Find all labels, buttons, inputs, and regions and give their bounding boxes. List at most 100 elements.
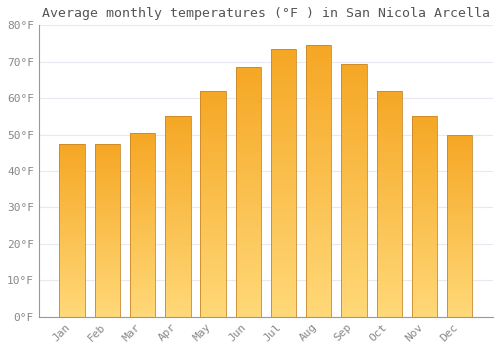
Bar xyxy=(412,255,437,257)
Bar xyxy=(130,308,156,309)
Bar xyxy=(342,162,366,165)
Bar xyxy=(200,213,226,215)
Bar xyxy=(412,313,437,315)
Bar xyxy=(94,249,120,251)
Bar xyxy=(200,170,226,172)
Bar xyxy=(271,210,296,212)
Bar xyxy=(60,258,85,260)
Bar xyxy=(306,70,332,72)
Bar xyxy=(412,229,437,231)
Bar xyxy=(271,137,296,140)
Bar xyxy=(376,267,402,270)
Title: Average monthly temperatures (°F ) in San Nicola Arcella: Average monthly temperatures (°F ) in Sa… xyxy=(42,7,490,20)
Bar xyxy=(306,205,332,208)
Bar xyxy=(200,152,226,154)
Bar xyxy=(236,125,261,127)
Bar xyxy=(271,113,296,116)
Bar xyxy=(94,303,120,305)
Bar xyxy=(271,161,296,164)
Bar xyxy=(165,117,190,118)
Bar xyxy=(412,140,437,142)
Bar xyxy=(376,120,402,122)
Bar xyxy=(306,257,332,260)
Bar xyxy=(306,238,332,241)
Bar xyxy=(271,180,296,183)
Bar xyxy=(60,216,85,218)
Bar xyxy=(271,191,296,194)
Bar xyxy=(236,252,261,254)
Bar xyxy=(342,253,366,256)
Bar xyxy=(200,274,226,276)
Bar xyxy=(236,112,261,114)
Bar xyxy=(236,177,261,180)
Bar xyxy=(236,259,261,262)
Bar xyxy=(200,100,226,102)
Bar xyxy=(271,78,296,81)
Bar xyxy=(236,85,261,87)
Bar xyxy=(200,247,226,249)
Bar xyxy=(236,182,261,184)
Bar xyxy=(342,307,366,309)
Bar xyxy=(447,266,472,268)
Bar xyxy=(94,313,120,315)
Bar xyxy=(130,147,156,149)
Bar xyxy=(165,159,190,160)
Bar xyxy=(376,154,402,156)
Bar xyxy=(94,315,120,317)
Bar xyxy=(60,147,85,149)
Bar xyxy=(447,306,472,308)
Bar xyxy=(376,272,402,274)
Bar xyxy=(412,118,437,120)
Bar xyxy=(342,228,366,231)
Bar xyxy=(60,146,85,147)
Bar xyxy=(342,256,366,259)
Bar xyxy=(342,150,366,152)
Bar xyxy=(412,295,437,297)
Bar xyxy=(200,197,226,199)
Bar xyxy=(271,287,296,290)
Bar xyxy=(200,238,226,240)
Bar xyxy=(342,266,366,269)
Bar xyxy=(306,227,332,230)
Bar xyxy=(200,283,226,285)
Bar xyxy=(236,142,261,145)
Bar xyxy=(271,153,296,156)
Bar xyxy=(200,231,226,233)
Bar xyxy=(271,148,296,151)
Bar xyxy=(130,201,156,203)
Bar xyxy=(447,215,472,217)
Bar xyxy=(200,107,226,109)
Bar xyxy=(271,285,296,287)
Bar xyxy=(447,242,472,244)
Bar xyxy=(447,162,472,164)
Bar xyxy=(60,152,85,154)
Bar xyxy=(412,307,437,309)
Bar xyxy=(130,182,156,184)
Bar xyxy=(94,306,120,308)
Bar xyxy=(342,203,366,205)
Bar xyxy=(412,241,437,243)
Bar xyxy=(447,167,472,169)
Bar xyxy=(271,309,296,312)
Bar xyxy=(271,290,296,293)
Bar xyxy=(165,309,190,311)
Bar xyxy=(200,215,226,217)
Bar xyxy=(94,166,120,168)
Bar xyxy=(306,91,332,94)
Bar xyxy=(447,291,472,293)
Bar xyxy=(200,177,226,179)
Bar xyxy=(412,159,437,160)
Bar xyxy=(412,259,437,261)
Bar xyxy=(271,207,296,210)
Bar xyxy=(60,187,85,189)
Bar xyxy=(236,217,261,219)
Bar xyxy=(306,89,332,91)
Bar xyxy=(376,312,402,315)
Bar xyxy=(165,220,190,223)
Bar xyxy=(130,311,156,313)
Bar xyxy=(165,173,190,175)
Bar xyxy=(271,215,296,218)
Bar xyxy=(236,132,261,135)
Bar xyxy=(447,147,472,149)
Bar xyxy=(306,67,332,70)
